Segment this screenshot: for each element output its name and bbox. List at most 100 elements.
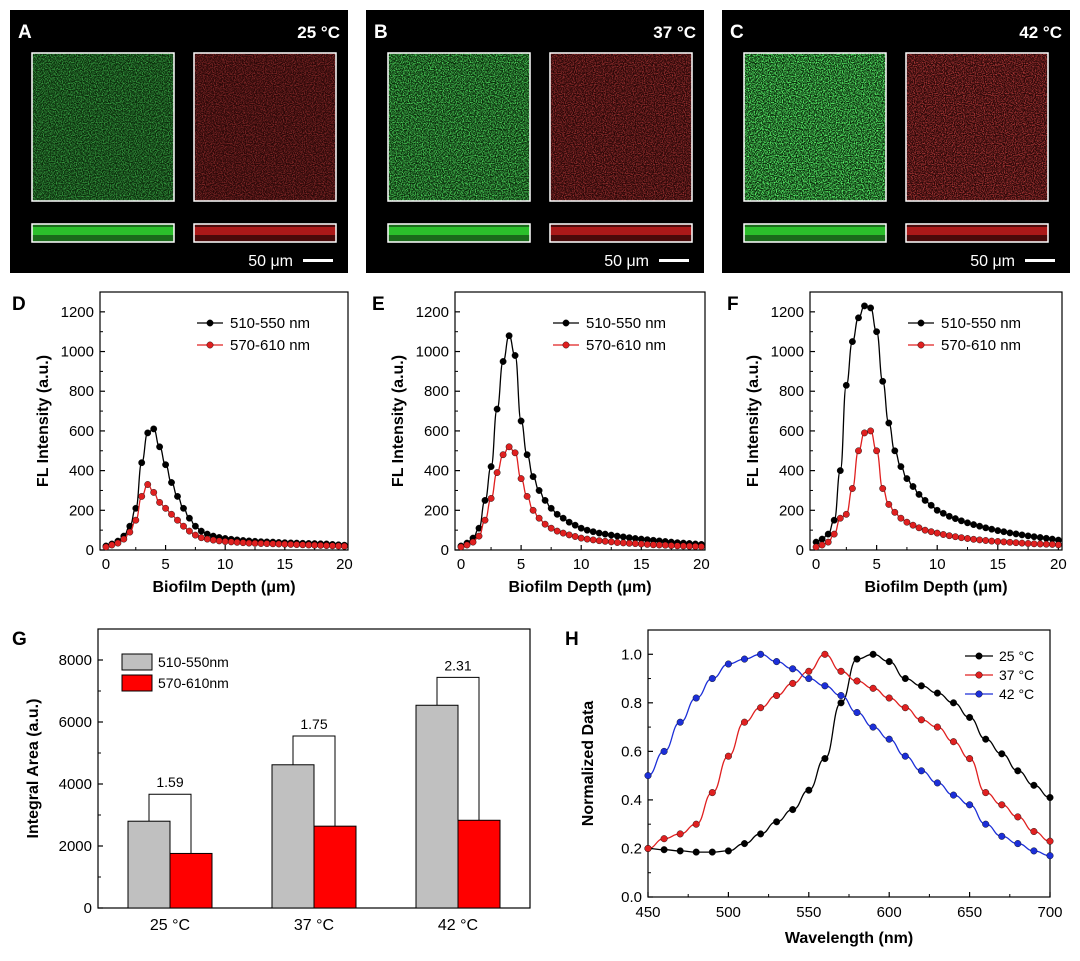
- temperature-label: 25 °C: [297, 23, 340, 42]
- x-tick-label: 5: [872, 556, 880, 573]
- data-point: [789, 806, 797, 814]
- data-point: [1000, 528, 1008, 536]
- data-point: [457, 543, 465, 551]
- data-point: [305, 541, 313, 549]
- data-point: [517, 417, 525, 425]
- data-point: [698, 543, 705, 550]
- x-tick-label: 20: [336, 556, 353, 573]
- data-point: [917, 682, 925, 690]
- data-point: [757, 830, 765, 838]
- x-tick-label: 15: [276, 556, 293, 573]
- data-point: [209, 536, 217, 544]
- data-point: [1006, 538, 1014, 546]
- chart-g: G 0 2000 4000 6000 8000 Integral Area (a.u.) 25…: [12, 628, 531, 934]
- data-point: [757, 650, 765, 658]
- data-point: [293, 541, 301, 548]
- data-point: [1014, 840, 1022, 848]
- data-point: [897, 463, 905, 470]
- x-tick-label: 550: [796, 904, 821, 921]
- x-tick-label: 5: [161, 556, 169, 573]
- data-point: [885, 500, 893, 508]
- series-line: [647, 653, 1051, 857]
- data-point: [939, 531, 947, 538]
- y-tick-label: 1200: [61, 304, 94, 321]
- data-point: [676, 830, 684, 838]
- panel-letter: F: [727, 294, 739, 315]
- data-point: [1018, 531, 1026, 539]
- y-tick-label: 6000: [59, 714, 92, 731]
- ratio-label: 1.59: [156, 774, 183, 790]
- data-point: [511, 352, 519, 359]
- ratio-label: 2.31: [444, 657, 471, 673]
- data-point: [982, 789, 990, 797]
- data-point: [553, 527, 561, 535]
- data-point: [950, 699, 958, 707]
- data-point: [191, 522, 199, 530]
- category-label: 42 °C: [438, 917, 478, 934]
- red-image-frame: [549, 52, 693, 202]
- data-point: [323, 542, 330, 549]
- data-point: [340, 542, 348, 550]
- data-point: [824, 530, 832, 538]
- legend-marker: [562, 319, 570, 327]
- data-point: [595, 529, 603, 537]
- microscopy-row: A 25 °C 50 μm B 37 °C 50 μm C 42 °C 50 μm: [10, 10, 1070, 273]
- green-image-frame: [743, 52, 887, 202]
- data-point: [481, 516, 489, 524]
- micro-panel-a: A 25 °C 50 μm: [10, 10, 348, 273]
- bar-570-610: [457, 819, 501, 909]
- data-point: [676, 718, 684, 726]
- data-point: [927, 528, 935, 536]
- legend-label: 570-610 nm: [941, 337, 1021, 354]
- data-point: [915, 490, 923, 498]
- data-point: [631, 540, 639, 547]
- data-point: [818, 535, 826, 543]
- green-channel-image: [388, 53, 530, 201]
- data-point: [1048, 541, 1056, 548]
- data-point: [821, 650, 829, 658]
- data-point: [939, 509, 947, 517]
- plot-frame: [809, 291, 1063, 551]
- y-tick-label: 4000: [59, 776, 92, 793]
- data-point: [879, 377, 887, 385]
- data-point: [741, 718, 749, 726]
- data-point: [917, 767, 925, 775]
- legend-swatch: [121, 653, 153, 671]
- data-point: [708, 675, 716, 683]
- data-point: [952, 533, 959, 541]
- x-tick-label: 500: [716, 904, 741, 921]
- data-point: [805, 667, 813, 675]
- red-side-band: [194, 227, 336, 235]
- data-point: [487, 494, 495, 502]
- data-point: [917, 716, 925, 724]
- data-point: [901, 704, 909, 712]
- bar-510-550: [127, 820, 171, 909]
- data-point: [1042, 540, 1050, 548]
- data-point: [499, 358, 507, 365]
- data-point: [692, 820, 700, 828]
- data-point: [692, 543, 699, 550]
- data-point: [836, 467, 844, 474]
- data-point: [221, 538, 229, 545]
- data-point: [281, 540, 289, 548]
- data-point: [861, 429, 868, 437]
- data-point: [789, 679, 797, 687]
- y-tick-label: 400: [424, 463, 449, 480]
- series-42-c: [644, 650, 1054, 860]
- bar-510-550: [415, 704, 459, 909]
- ratio-bracket: [436, 676, 480, 821]
- data-point: [499, 451, 507, 459]
- data-point: [964, 519, 971, 527]
- data-point: [680, 542, 687, 550]
- data-point: [660, 835, 668, 843]
- data-point: [535, 487, 543, 494]
- data-point: [891, 508, 899, 516]
- data-point: [909, 483, 917, 490]
- data-point: [1046, 837, 1054, 845]
- green-channel-image: [32, 53, 174, 201]
- data-point: [708, 848, 716, 856]
- data-point: [837, 667, 845, 675]
- data-point: [842, 381, 850, 389]
- data-point: [174, 516, 181, 524]
- data-point: [577, 524, 585, 532]
